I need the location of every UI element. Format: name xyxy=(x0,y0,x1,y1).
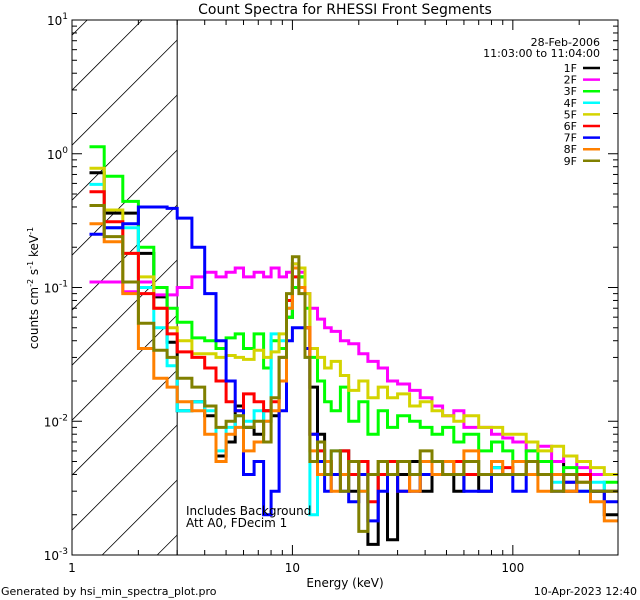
x-tick-labels: 1 10 100 xyxy=(68,561,524,575)
hatch-line xyxy=(71,424,178,531)
series-line-9F xyxy=(89,204,618,533)
series-line-2F xyxy=(89,262,618,476)
footer-timestamp: 10-Apr-2023 12:40 xyxy=(534,585,637,598)
hatch-line xyxy=(101,479,178,556)
y-tick-label: 10-1 xyxy=(44,280,68,296)
footer-generated-by: Generated by hsi_min_spectra_plot.pro xyxy=(1,585,217,598)
time-range: 11:03:00 to 11:04:00 xyxy=(483,47,600,60)
series-layer xyxy=(89,145,618,546)
chart-title: Count Spectra for RHESSI Front Segments xyxy=(198,2,492,18)
y-tick-label: 10-2 xyxy=(44,413,68,429)
hatch-line xyxy=(71,19,143,91)
observation-date: 28-Feb-2006 xyxy=(531,36,600,49)
x-tick-label: 1 xyxy=(68,561,76,575)
legend-label: 3F xyxy=(564,85,577,98)
legend-label: 9F xyxy=(564,155,577,168)
legend-label: 2F xyxy=(564,74,577,87)
y-tick-label: 101 xyxy=(47,12,68,28)
legend-label: 7F xyxy=(564,132,577,145)
hatch-line xyxy=(156,534,178,556)
x-tick-label: 10 xyxy=(285,561,300,575)
legend-label: 5F xyxy=(564,108,577,121)
y-tick-labels: 101 100 10-1 10-2 10-3 xyxy=(44,12,69,563)
legend-label: 6F xyxy=(564,120,577,133)
axis-ticks xyxy=(71,19,619,556)
hatch-line xyxy=(71,369,178,476)
hatch-line xyxy=(71,314,178,421)
hatch-line xyxy=(71,204,178,311)
x-axis-label: Energy (keV) xyxy=(306,576,383,590)
y-axis-label: counts cm-2 s-1 keV-1 xyxy=(26,227,41,349)
hatch-line xyxy=(71,94,178,201)
legend-label: 1F xyxy=(564,62,577,75)
legend-label: 8F xyxy=(564,143,577,156)
annotation-background: Includes Background xyxy=(186,504,311,518)
series-line-3F xyxy=(89,145,618,493)
legend-label: 4F xyxy=(564,97,577,110)
hatch-line xyxy=(71,259,178,366)
annotation-attenuator: Att A0, FDecim 1 xyxy=(186,516,287,530)
y-tick-label: 10-3 xyxy=(44,547,68,563)
hatch-line xyxy=(71,39,178,146)
x-tick-label: 100 xyxy=(501,561,524,575)
y-tick-label: 100 xyxy=(47,146,68,162)
series-line-5F xyxy=(89,166,618,476)
